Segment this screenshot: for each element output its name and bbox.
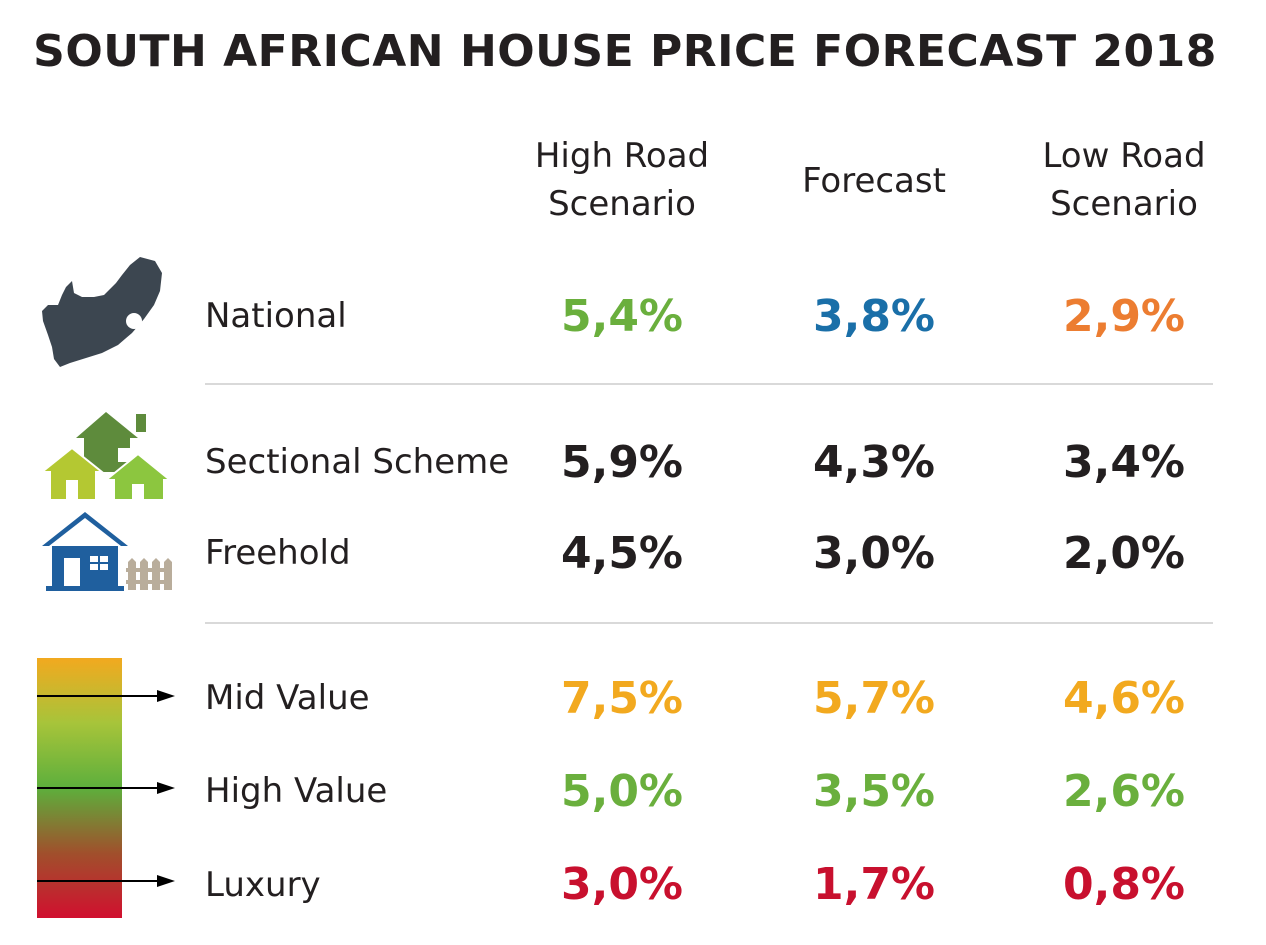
south-africa-map-icon [42, 257, 162, 367]
value-mid-low: 4,6% [1062, 673, 1186, 724]
value-freehold-high: 4,5% [560, 528, 684, 579]
value-luxury-low: 0,8% [1062, 859, 1186, 910]
column-header-low-road: Low Road Scenario [1014, 132, 1234, 228]
column-header-low-road-line2: Scenario [1050, 184, 1198, 224]
value-highvalue-forecast: 3,5% [812, 766, 936, 817]
value-sectional-high: 5,9% [560, 437, 684, 488]
row-label-luxury: Luxury [205, 865, 321, 905]
value-sectional-low: 3,4% [1062, 437, 1186, 488]
value-highvalue-low: 2,6% [1062, 766, 1186, 817]
row-label-sectional-scheme: Sectional Scheme [205, 442, 510, 482]
row-divider [205, 383, 1213, 385]
arrow-right-icon [37, 690, 175, 702]
value-freehold-low: 2,0% [1062, 528, 1186, 579]
value-mid-high: 7,5% [560, 673, 684, 724]
column-header-low-road-line1: Low Road [1042, 136, 1206, 176]
arrow-right-icon [37, 875, 175, 887]
column-header-high-road-line1: High Road [534, 136, 710, 176]
value-luxury-high: 3,0% [560, 859, 684, 910]
value-highvalue-high: 5,0% [560, 766, 684, 817]
house-with-fence-icon [42, 512, 172, 591]
column-header-high-road: High Road Scenario [512, 132, 732, 228]
houses-cluster-icon [40, 412, 172, 501]
value-national-forecast: 3,8% [812, 291, 936, 342]
value-freehold-forecast: 3,0% [812, 528, 936, 579]
column-header-forecast: Forecast [802, 161, 946, 201]
column-header-high-road-line2: Scenario [548, 184, 696, 224]
row-label-high-value: High Value [205, 771, 388, 811]
value-national-low: 2,9% [1062, 291, 1186, 342]
row-label-freehold: Freehold [205, 533, 351, 573]
page-title: SOUTH AFRICAN HOUSE PRICE FORECAST 2018 [33, 26, 1217, 77]
value-sectional-forecast: 4,3% [812, 437, 936, 488]
value-mid-forecast: 5,7% [812, 673, 936, 724]
value-national-high: 5,4% [560, 291, 684, 342]
row-divider [205, 622, 1213, 624]
row-label-mid-value: Mid Value [205, 678, 370, 718]
arrow-right-icon [37, 782, 175, 794]
value-luxury-forecast: 1,7% [812, 859, 936, 910]
row-label-national: National [205, 296, 347, 336]
